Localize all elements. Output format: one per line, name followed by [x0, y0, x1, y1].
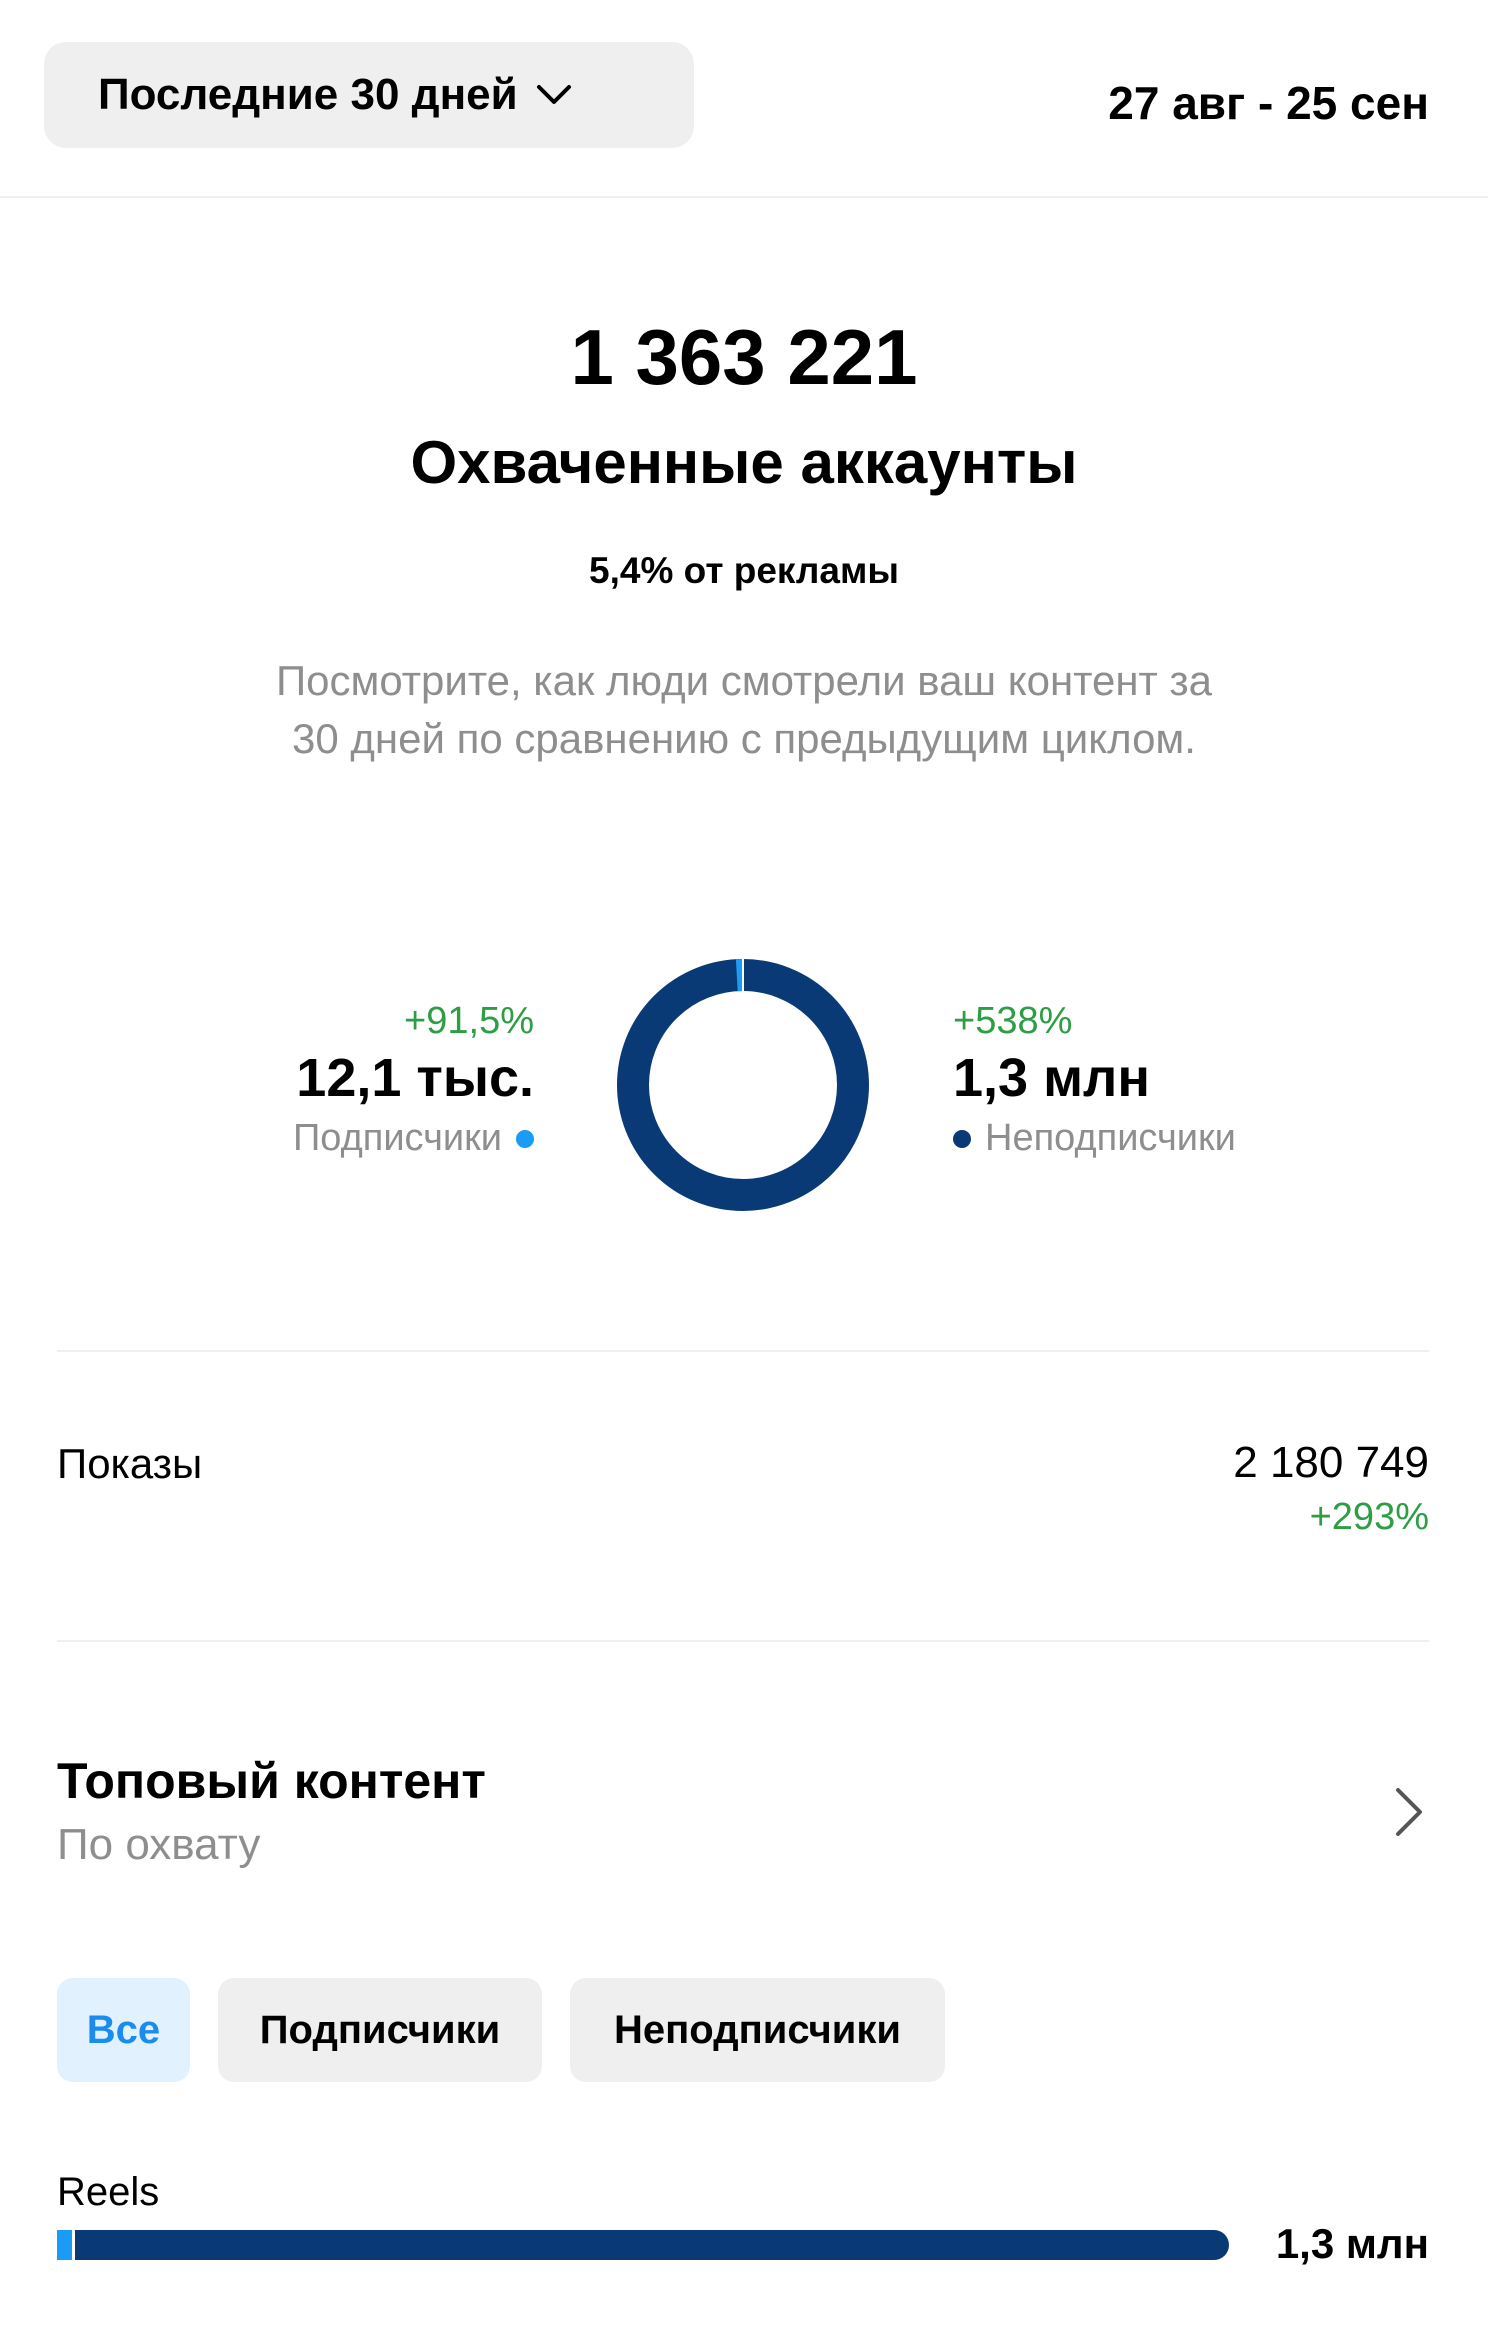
chevron-down-icon — [536, 85, 571, 104]
followers-stat: +91,5% 12,1 тыс. Подписчики — [293, 1000, 534, 1160]
chevron-right-icon[interactable] — [1390, 1786, 1426, 1838]
period-dropdown[interactable]: Последние 30 дней — [44, 42, 694, 148]
reels-label: Reels — [57, 2170, 160, 2214]
top-content-subtitle: По охвату — [57, 1820, 261, 1869]
chip-non-followers[interactable]: Неподписчики — [570, 1978, 945, 2082]
reels-value: 1,3 млн — [1275, 2220, 1429, 2267]
description-line: Посмотрите, как люди смотрели ваш контен… — [275, 657, 1213, 704]
reels-followers-bar — [57, 2230, 75, 2260]
description: Посмотрите, как люди смотрели ваш контен… — [0, 652, 1488, 768]
period-label: Последние 30 дней — [98, 70, 518, 119]
non-followers-value: 1,3 млн — [953, 1048, 1150, 1108]
chip-followers[interactable]: Подписчики — [218, 1978, 542, 2082]
non-followers-change: +538% — [953, 1000, 1073, 1042]
impressions-value: 2 180 749 — [1233, 1438, 1429, 1487]
followers-legend-dot — [516, 1129, 534, 1148]
divider — [57, 1350, 1429, 1352]
description-line: 30 дней по сравнению с предыдущим циклом… — [292, 715, 1196, 762]
reach-total: 1 363 221 — [570, 313, 918, 401]
non-followers-arc — [617, 959, 869, 1211]
top-content-title: Топовый контент — [57, 1753, 486, 1809]
followers-label: Подписчики — [292, 1117, 502, 1159]
reels-bar — [57, 2230, 1229, 2260]
ads-share: 5,4% от рекламы — [589, 550, 899, 591]
followers-change: +91,5% — [404, 1000, 534, 1042]
impressions-change: +293% — [1309, 1496, 1429, 1538]
divider — [0, 196, 1488, 198]
reach-title: Охваченные аккаунты — [410, 429, 1078, 496]
non-followers-stat: +538% 1,3 млн Неподписчики — [953, 1000, 1236, 1160]
date-range: 27 авг - 25 сен — [1108, 77, 1429, 129]
non-followers-label: Неподписчики — [985, 1117, 1236, 1159]
followers-value: 12,1 тыс. — [296, 1048, 534, 1108]
impressions-label: Показы — [57, 1440, 203, 1487]
chip-all[interactable]: Все — [57, 1978, 190, 2082]
divider — [57, 1640, 1429, 1642]
audience-donut-chart — [617, 959, 869, 1211]
non-followers-legend-dot — [953, 1129, 971, 1148]
